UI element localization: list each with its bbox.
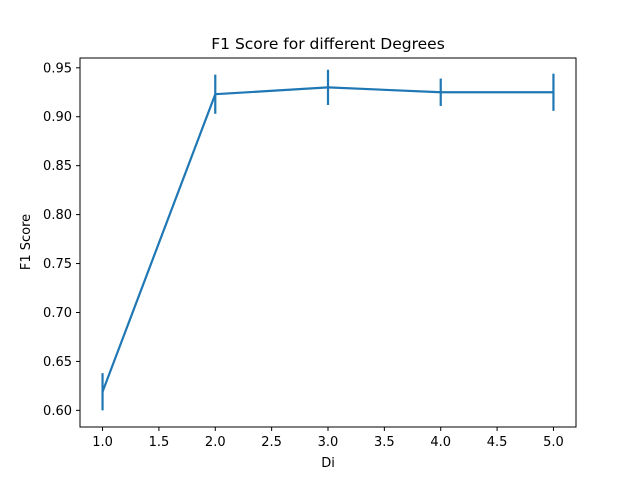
y-tick-label: 0.75: [43, 257, 72, 272]
x-axis: 1.0 1.5 2.0 2.5 3.0 3.5 4.0 4.5 5.0: [92, 427, 564, 450]
chart-title: F1 Score for different Degrees: [211, 35, 445, 53]
x-tick-label: 2.0: [205, 435, 226, 450]
y-tick-label: 0.80: [43, 208, 72, 223]
y-tick-label: 0.90: [43, 110, 72, 125]
x-tick-label: 3.5: [374, 435, 395, 450]
x-tick-label: 3.0: [318, 435, 339, 450]
x-tick-label: 1.5: [149, 435, 170, 450]
x-tick-label: 1.0: [92, 435, 113, 450]
y-axis-label: F1 Score: [19, 214, 34, 270]
y-tick-label: 0.95: [43, 61, 72, 76]
y-tick-label: 0.60: [43, 404, 72, 419]
y-tick-label: 0.70: [43, 306, 72, 321]
x-axis-label: Di: [321, 456, 335, 471]
y-tick-label: 0.85: [43, 159, 72, 174]
x-tick-label: 2.5: [261, 435, 282, 450]
x-tick-label: 4.5: [487, 435, 508, 450]
y-axis: 0.60 0.65 0.70 0.75 0.80 0.85 0.90 0.95: [43, 61, 80, 419]
x-tick-label: 5.0: [543, 435, 564, 450]
series-layer: [101, 69, 555, 411]
x-tick-label: 4.0: [430, 435, 451, 450]
y-tick-label: 0.65: [43, 355, 72, 370]
plot-frame: [79, 57, 577, 428]
series-line: [101, 86, 554, 393]
